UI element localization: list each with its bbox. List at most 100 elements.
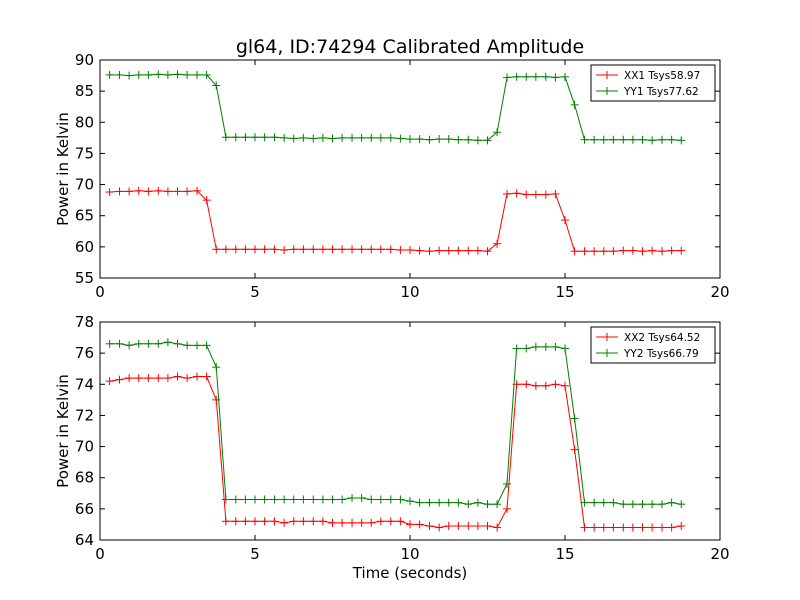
data-point (473, 498, 482, 507)
x-tick-label: 5 (250, 545, 260, 563)
data-point (551, 189, 560, 198)
data-point (173, 187, 182, 196)
data-point (561, 381, 569, 390)
data-point (580, 135, 589, 144)
data-point (425, 247, 434, 256)
data-point (338, 518, 347, 527)
data-point (658, 523, 667, 532)
data-point (280, 495, 289, 504)
data-point (667, 246, 676, 255)
data-point (677, 521, 686, 530)
y-tick-label: 74 (75, 375, 94, 393)
series-2 (105, 338, 686, 509)
y-tick-label: 76 (75, 344, 94, 362)
data-point (134, 374, 143, 383)
data-point (503, 479, 512, 488)
data-point (473, 246, 482, 255)
data-point (483, 247, 492, 256)
data-point (599, 498, 608, 507)
data-point (444, 498, 453, 507)
x-tick-label: 10 (400, 545, 419, 563)
data-point (125, 374, 134, 383)
data-point (241, 133, 250, 142)
data-point (318, 245, 327, 254)
data-point (144, 374, 153, 383)
data-point (241, 517, 250, 526)
data-point (648, 523, 657, 532)
data-point (522, 190, 531, 199)
data-point (221, 133, 230, 142)
x-tick-label: 0 (95, 545, 105, 563)
legend-item: XX1 Tsys58.97 (596, 70, 700, 82)
data-point (483, 136, 492, 145)
data-point (570, 414, 579, 423)
data-point (105, 70, 114, 79)
data-point (125, 187, 134, 196)
legend-label: XX2 Tsys64.52 (624, 332, 700, 344)
legend-box (590, 326, 716, 364)
data-point (328, 518, 337, 527)
data-point (503, 504, 512, 513)
data-point (619, 135, 628, 144)
chart-panel-2: 0 5 10 15 20 64 66 68 70 72 74 76 78 Power in Kelvin T… (54, 313, 730, 582)
data-point (551, 342, 560, 351)
data-point (677, 136, 686, 145)
data-point (105, 188, 114, 197)
data-point (590, 247, 599, 256)
data-point (531, 381, 540, 390)
data-point (318, 517, 327, 526)
data-point (638, 247, 647, 256)
x-tick-label: 10 (400, 283, 419, 301)
data-point (512, 344, 521, 353)
data-point (386, 133, 395, 142)
data-point (202, 341, 211, 350)
data-point (163, 187, 172, 196)
x-tick-label: 15 (555, 283, 574, 301)
data-point (260, 517, 269, 526)
y-tick-label: 64 (75, 531, 94, 549)
y-tick-label: 85 (75, 82, 94, 100)
data-point (473, 136, 482, 145)
data-point (338, 133, 347, 142)
data-point (522, 72, 531, 81)
data-point (115, 187, 124, 196)
data-point (609, 135, 618, 144)
data-point (376, 495, 385, 504)
data-point (454, 246, 463, 255)
data-point (435, 246, 444, 255)
x-tick-label: 20 (710, 283, 729, 301)
data-point (638, 135, 647, 144)
data-point (658, 500, 667, 509)
data-point (193, 372, 202, 381)
data-point (599, 523, 608, 532)
data-point (396, 517, 405, 526)
data-point (464, 246, 473, 255)
data-point (367, 245, 376, 254)
y-tick-label: 55 (75, 269, 94, 287)
data-point (531, 342, 540, 351)
data-point (134, 70, 143, 79)
y-tick-label: 68 (75, 469, 94, 487)
data-point (251, 495, 259, 504)
y-tick-label: 70 (75, 176, 94, 194)
legend-label: YY1 Tsys77.62 (623, 86, 699, 98)
data-point (328, 495, 337, 504)
data-point (628, 135, 637, 144)
legend-box (590, 64, 716, 102)
data-point (309, 245, 318, 254)
data-point (115, 375, 124, 384)
data-point (251, 517, 259, 526)
legend-item: XX2 Tsys64.52 (596, 332, 700, 344)
data-point (406, 497, 414, 506)
data-point (105, 339, 114, 348)
legend: XX2 Tsys64.52 YY2 Tsys66.79 (590, 326, 716, 364)
data-point (628, 500, 637, 509)
data-point (561, 216, 569, 225)
data-point (628, 246, 637, 255)
data-point (473, 521, 482, 530)
data-point (202, 70, 211, 79)
data-point (376, 245, 385, 254)
chart-panel-1: 0 5 10 15 20 55 60 65 70 75 80 85 90 Power in Kelvin X… (54, 51, 730, 301)
data-point (406, 520, 414, 529)
